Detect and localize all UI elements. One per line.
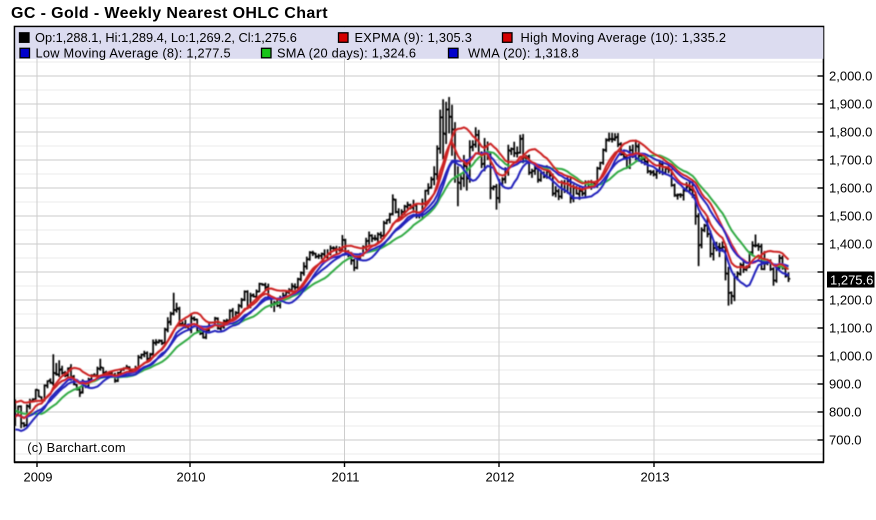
svg-text:(c) Barchart.com: (c) Barchart.com [27, 440, 126, 455]
svg-text:1,700.0: 1,700.0 [829, 153, 872, 168]
svg-text:900.0: 900.0 [829, 377, 862, 392]
svg-text:SMA (20 days): 1,324.6: SMA (20 days): 1,324.6 [277, 45, 416, 60]
svg-text:1,400.0: 1,400.0 [829, 237, 872, 252]
svg-text:WMA (20): 1,318.8: WMA (20): 1,318.8 [468, 45, 579, 60]
svg-text:GC - Gold - Weekly Nearest OHL: GC - Gold - Weekly Nearest OHLC Chart [11, 5, 328, 22]
svg-text:2011: 2011 [332, 470, 360, 485]
svg-text:2013: 2013 [641, 470, 670, 485]
svg-text:1,900.0: 1,900.0 [829, 97, 872, 112]
svg-text:Low Moving Average (8): 1,277.: Low Moving Average (8): 1,277.5 [36, 45, 231, 60]
svg-text:1,100.0: 1,100.0 [829, 321, 872, 336]
svg-text:1,000.0: 1,000.0 [829, 349, 872, 364]
svg-text:1,200.0: 1,200.0 [829, 293, 872, 308]
svg-text:2010: 2010 [177, 470, 206, 485]
svg-text:2,000.0: 2,000.0 [829, 69, 872, 84]
svg-text:2012: 2012 [486, 470, 515, 485]
svg-text:EXPMA (9): 1,305.3: EXPMA (9): 1,305.3 [355, 30, 473, 45]
svg-text:1,500.0: 1,500.0 [829, 209, 872, 224]
svg-text:1,275.6: 1,275.6 [830, 272, 873, 287]
svg-text:1,600.0: 1,600.0 [829, 181, 872, 196]
svg-text:1,800.0: 1,800.0 [829, 125, 872, 140]
svg-text:700.0: 700.0 [829, 433, 862, 448]
svg-text:800.0: 800.0 [829, 405, 862, 420]
svg-text:Op:1,288.1, Hi:1,289.4, Lo:1,2: Op:1,288.1, Hi:1,289.4, Lo:1,269.2, Cl:1… [35, 30, 297, 45]
svg-text:2009: 2009 [24, 470, 53, 485]
svg-text:High Moving Average (10): 1,33: High Moving Average (10): 1,335.2 [521, 30, 727, 45]
